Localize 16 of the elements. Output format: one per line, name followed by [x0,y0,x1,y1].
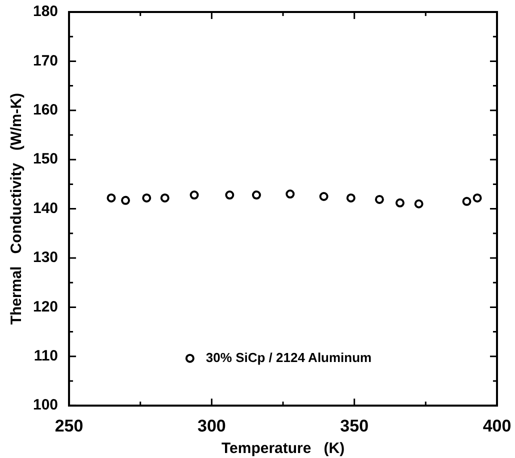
y-tick-label: 120 [32,298,58,316]
y-tick-label: 150 [32,150,58,168]
y-tick-label: 160 [32,102,58,119]
x-tick-label: 350 [340,416,369,436]
x-axis-title: Temperature (K) [221,440,345,458]
legend-label: 30% SiCp / 2124 Aluminum [206,350,372,365]
y-tick-label: 110 [34,348,58,365]
y-tick-label: 170 [32,52,58,70]
y-tick-label: 180 [32,3,58,20]
y-axis-title: Thermal Conductivity (W/m-K) [8,92,26,325]
x-tick-label: 300 [197,416,226,436]
x-tick-label: 400 [482,416,512,436]
y-tick-label: 130 [32,249,58,266]
x-tick-label: 250 [54,416,84,436]
y-tick-label: 140 [32,200,58,217]
y-tick-label: 100 [32,396,58,414]
